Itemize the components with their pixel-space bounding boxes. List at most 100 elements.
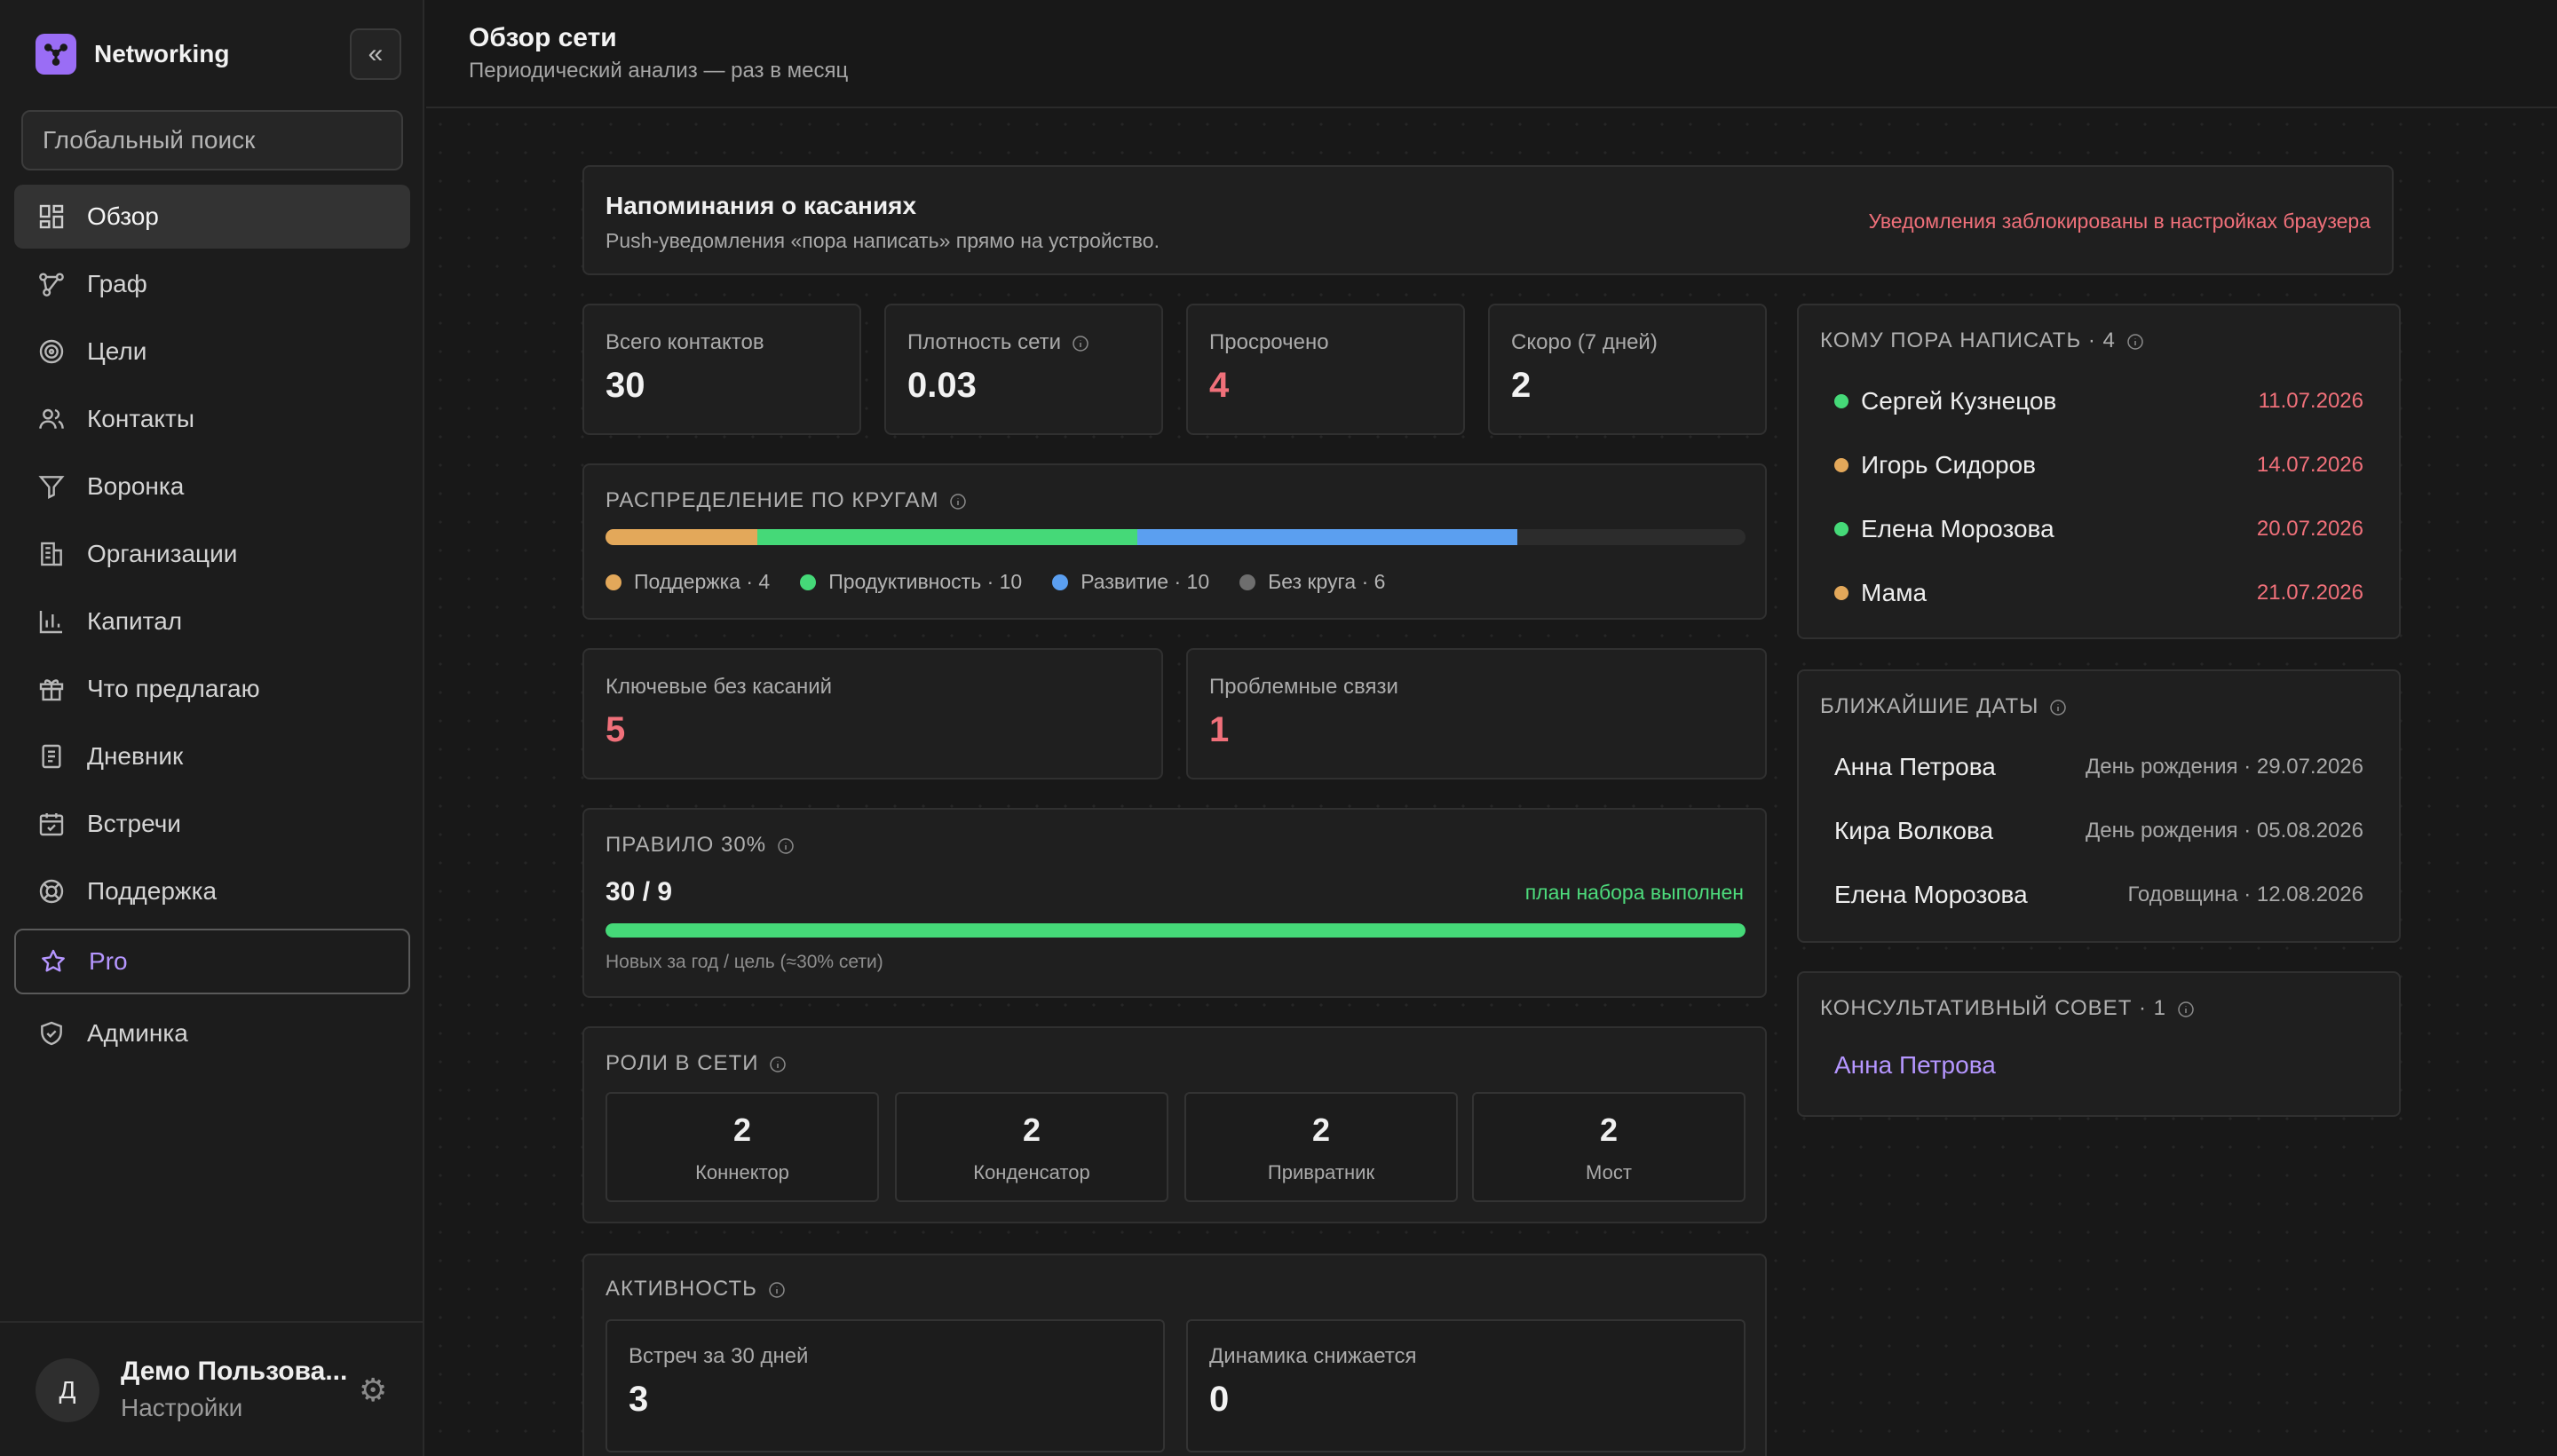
stat-soon[interactable]: Скоро (7 дней) 2 — [1488, 304, 1767, 435]
sidebar-item-overview[interactable]: Обзор — [14, 185, 410, 249]
advisory-member-link[interactable]: Анна Петрова — [1834, 1051, 1996, 1079]
stat-label: Плотность сети — [907, 330, 1062, 354]
main-content: Напоминания о касаниях Push-уведомления … — [426, 110, 2557, 1456]
sidebar-item-offers[interactable]: Что предлагаю — [14, 657, 410, 721]
section-title: БЛИЖАЙШИЕ ДАТЫ — [1820, 694, 2067, 719]
sidebar-item-support[interactable]: Поддержка — [14, 859, 410, 923]
key-no-touch-card[interactable]: Ключевые без касаний 5 — [582, 648, 1163, 779]
role-condenser[interactable]: 2 Конденсатор — [895, 1092, 1168, 1202]
role-bridge[interactable]: 2 Мост — [1472, 1092, 1746, 1202]
users-icon — [37, 405, 66, 433]
settings-link[interactable]: Настройки — [121, 1394, 243, 1421]
due-date: 14.07.2026 — [2256, 453, 2363, 477]
gear-icon[interactable]: ⚙ — [359, 1372, 388, 1408]
sidebar-item-pro[interactable]: Pro — [14, 929, 410, 994]
contact-name: Сергей Кузнецов — [1861, 387, 2057, 415]
calendar-check-icon — [37, 810, 66, 838]
sidebar-item-label: Обзор — [87, 202, 159, 230]
info-icon[interactable] — [2177, 1000, 2195, 1017]
circles-bar-segment — [757, 529, 1138, 545]
sidebar-item-contacts[interactable]: Контакты — [14, 387, 410, 451]
event-date: День рождения · 29.07.2026 — [2086, 755, 2363, 779]
sidebar-item-capital[interactable]: Капитал — [14, 590, 410, 653]
problem-links-card[interactable]: Проблемные связи 1 — [1186, 648, 1767, 779]
card-value: 3 — [629, 1380, 649, 1419]
legend-item: Без круга · 6 — [1239, 570, 1385, 594]
page-subtitle: Периодический анализ — раз в месяц — [469, 59, 849, 83]
stat-label: Скоро (7 дней) — [1511, 330, 1658, 354]
target-icon — [37, 337, 66, 366]
notification-status: Уведомления заблокированы в настройках б… — [1868, 210, 2371, 233]
legend-label: Поддержка · 4 — [634, 570, 771, 593]
stat-value: 30 — [606, 366, 645, 405]
section-title: КОМУ ПОРА НАПИСАТЬ · 4 — [1820, 328, 2144, 353]
role-name: Мост — [1586, 1161, 1632, 1183]
gift-icon — [37, 675, 66, 703]
avatar[interactable]: Д — [36, 1358, 99, 1422]
who-to-write-card: КОМУ ПОРА НАПИСАТЬ · 4 Сергей Кузнецов 1… — [1797, 304, 2401, 639]
sidebar-item-meetings[interactable]: Встречи — [14, 792, 410, 856]
circles-bar-segment — [1517, 529, 1746, 545]
graph-icon — [37, 270, 66, 298]
dashboard-icon — [37, 202, 66, 231]
sidebar-item-goals[interactable]: Цели — [14, 320, 410, 384]
card-label: Динамика снижается — [1209, 1344, 1417, 1368]
role-name: Конденсатор — [973, 1161, 1090, 1183]
circles-distribution-card: РАСПРЕДЕЛЕНИЕ ПО КРУГАМ Поддержка · 4 Про… — [582, 463, 1767, 620]
contact-row[interactable]: Мама 21.07.2026 — [1834, 575, 2363, 611]
card-label: Встреч за 30 дней — [629, 1344, 809, 1368]
date-row[interactable]: Кира Волкова День рождения · 05.08.2026 — [1834, 813, 2363, 849]
contact-row[interactable]: Елена Морозова 20.07.2026 — [1834, 511, 2363, 547]
info-icon[interactable] — [2126, 332, 2144, 350]
network-roles-card: РОЛИ В СЕТИ 2 Коннектор 2 Конденсатор 2 … — [582, 1026, 1767, 1223]
circles-stacked-bar — [606, 529, 1746, 545]
contact-name: Мама — [1861, 579, 1928, 606]
sidebar-item-label: Контакты — [87, 405, 194, 432]
contact-name: Кира Волкова — [1834, 817, 1994, 844]
contact-row[interactable]: Игорь Сидоров 14.07.2026 — [1834, 447, 2363, 483]
collapse-sidebar-button[interactable]: « — [350, 28, 401, 80]
section-title-text: БЛИЖАЙШИЕ ДАТЫ — [1820, 694, 2039, 718]
info-icon[interactable] — [1072, 334, 1089, 352]
stat-total-contacts[interactable]: Всего контактов 30 — [582, 304, 861, 435]
activity-trend[interactable]: Динамика снижается 0 — [1186, 1319, 1746, 1452]
stat-overdue[interactable]: Просрочено 4 — [1186, 304, 1465, 435]
sidebar: Networking « Обзор Граф Цели — [0, 0, 424, 1456]
activity-card: АКТИВНОСТЬ Встреч за 30 дней 3 Динамика … — [582, 1254, 1767, 1456]
meetings-30-days[interactable]: Встреч за 30 дней 3 — [606, 1319, 1165, 1452]
advisory-board-card: КОНСУЛЬТАТИВНЫЙ СОВЕТ · 1 Анна Петрова — [1797, 971, 2401, 1117]
rule-30-status: план набора выполнен — [1524, 881, 1744, 904]
sidebar-item-label: Поддержка — [87, 877, 218, 905]
section-title: ПРАВИЛО 30% — [606, 833, 795, 858]
notebook-icon — [37, 742, 66, 771]
role-connector[interactable]: 2 Коннектор — [606, 1092, 879, 1202]
due-date: 11.07.2026 — [2258, 389, 2363, 413]
info-icon[interactable] — [769, 1055, 787, 1072]
info-icon[interactable] — [949, 492, 967, 510]
role-value: 2 — [732, 1112, 752, 1148]
sidebar-item-funnel[interactable]: Воронка — [14, 455, 410, 518]
section-title-text: РОЛИ В СЕТИ — [606, 1051, 759, 1075]
date-row[interactable]: Анна Петрова День рождения · 29.07.2026 — [1834, 749, 2363, 785]
section-title-text: РАСПРЕДЕЛЕНИЕ ПО КРУГАМ — [606, 488, 939, 512]
legend-dot — [800, 574, 817, 590]
sidebar-item-admin[interactable]: Админка — [14, 1001, 410, 1065]
global-search-input[interactable] — [21, 110, 403, 170]
user-name[interactable]: Демо Пользова... — [121, 1357, 348, 1386]
info-icon[interactable] — [768, 1280, 786, 1298]
sidebar-item-label: Цели — [87, 337, 147, 365]
reminders-card: Напоминания о касаниях Push-уведомления … — [582, 165, 2394, 275]
info-icon[interactable] — [777, 836, 795, 854]
sidebar-item-diary[interactable]: Дневник — [14, 724, 410, 788]
info-icon[interactable] — [2049, 698, 2067, 716]
brand[interactable]: Networking — [36, 34, 229, 75]
stat-network-density[interactable]: Плотность сети 0.03 — [884, 304, 1163, 435]
role-gatekeeper[interactable]: 2 Привратник — [1184, 1092, 1458, 1202]
legend-label: Продуктивность · 10 — [828, 570, 1023, 593]
date-row[interactable]: Елена Морозова Годовщина · 12.08.2026 — [1834, 877, 2363, 913]
sidebar-item-graph[interactable]: Граф — [14, 252, 410, 316]
section-title: АКТИВНОСТЬ — [606, 1277, 786, 1302]
contact-row[interactable]: Сергей Кузнецов 11.07.2026 — [1834, 384, 2363, 419]
sidebar-item-organizations[interactable]: Организации — [14, 522, 410, 586]
stat-label: Всего контактов — [606, 330, 764, 354]
